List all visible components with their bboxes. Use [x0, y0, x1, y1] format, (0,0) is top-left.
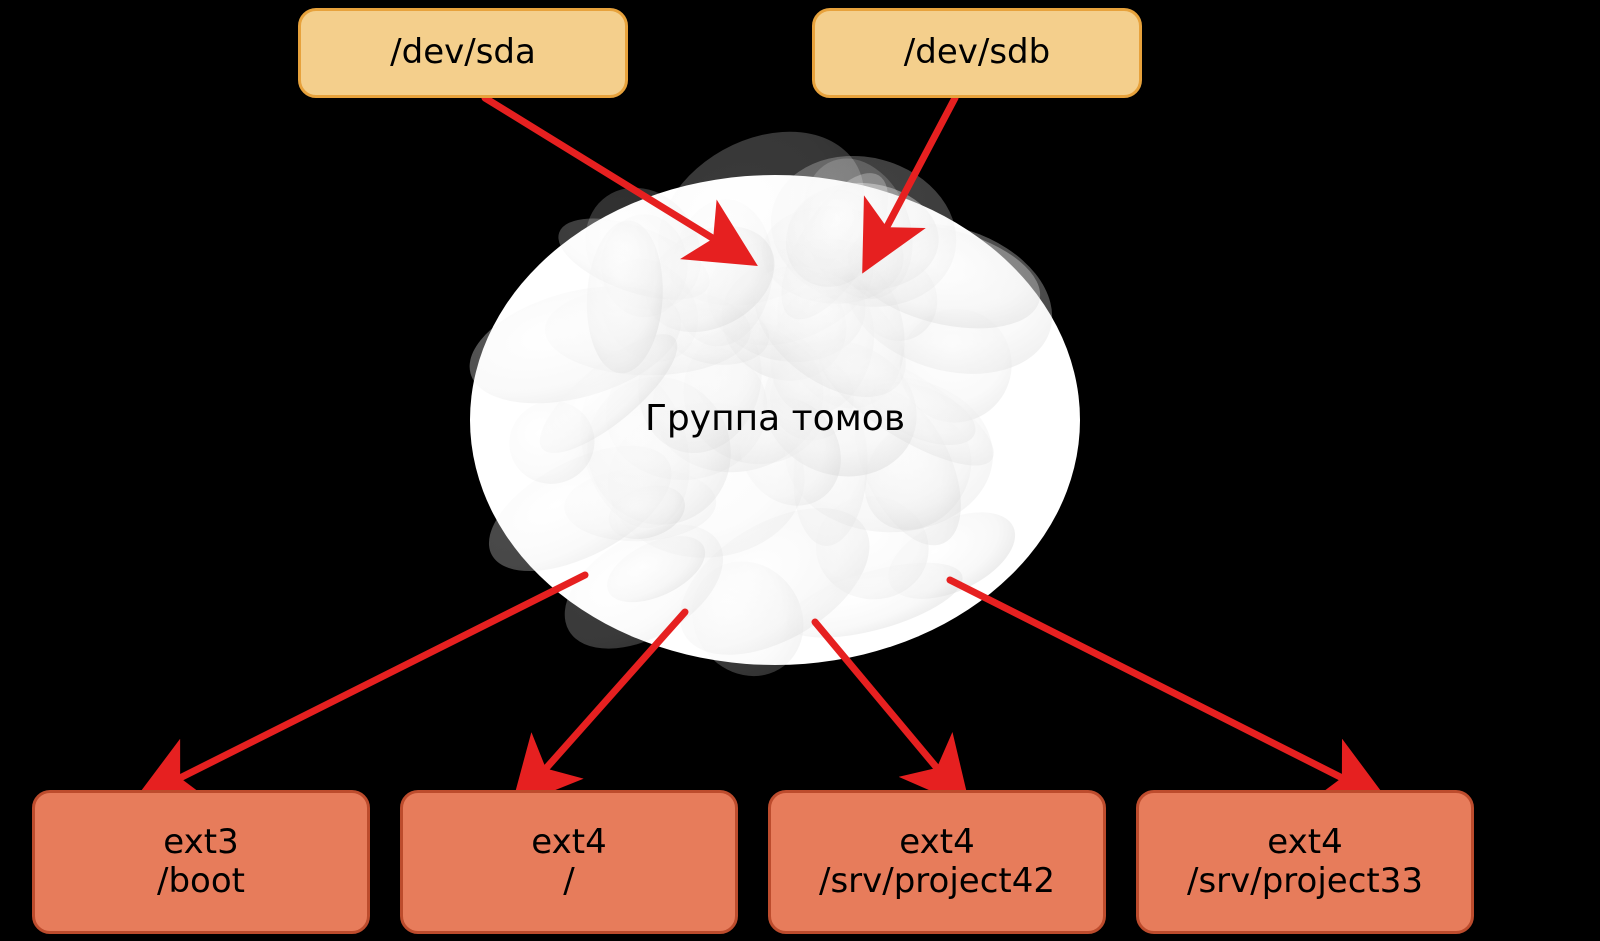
volume-group-label: Группа томов [515, 398, 1035, 439]
logical-volume-project33: ext4 /srv/project33 [1136, 790, 1474, 934]
fs-type-label: ext4 [899, 823, 974, 862]
mount-point-label: / [563, 862, 574, 901]
mount-point-label: /srv/project42 [819, 862, 1055, 901]
mount-point-label: /boot [157, 862, 245, 901]
physical-volume-sda: /dev/sda [298, 8, 628, 98]
lvm-diagram: { "type": "flowchart", "canvas": { "widt… [0, 0, 1600, 941]
fs-type-label: ext3 [163, 823, 238, 862]
logical-volume-root: ext4 / [400, 790, 738, 934]
logical-volume-boot: ext3 /boot [32, 790, 370, 934]
fs-type-label: ext4 [531, 823, 606, 862]
physical-volume-sdb: /dev/sdb [812, 8, 1142, 98]
fs-type-label: ext4 [1267, 823, 1342, 862]
physical-volume-label: /dev/sdb [904, 33, 1050, 72]
mount-point-label: /srv/project33 [1187, 862, 1423, 901]
physical-volume-label: /dev/sda [390, 33, 536, 72]
edge-cloud-p33 [950, 580, 1370, 792]
edge-cloud-boot [152, 575, 585, 792]
volume-group-text: Группа томов [645, 398, 905, 439]
logical-volume-project42: ext4 /srv/project42 [768, 790, 1106, 934]
